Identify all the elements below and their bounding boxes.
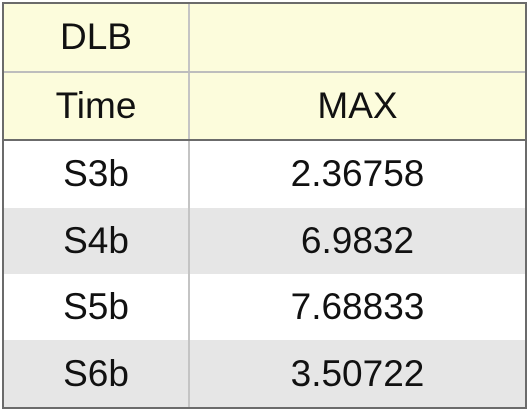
- row-label-cell: S6b: [4, 340, 190, 407]
- results-table: DLB Time MAX S3b 2.36758 S4b 6.9832 S5b …: [4, 4, 525, 407]
- table-row: S3b 2.36758: [4, 140, 525, 208]
- header-row-time: Time MAX: [4, 71, 525, 141]
- row-value-cell: 2.36758: [189, 140, 525, 208]
- row-label-cell: S5b: [4, 273, 190, 341]
- header-cell-empty: [189, 4, 525, 73]
- row-label-cell: S3b: [4, 140, 190, 208]
- header-cell-time: Time: [4, 71, 190, 141]
- header-cell-max: MAX: [189, 71, 525, 141]
- table-row: S6b 3.50722: [4, 340, 525, 407]
- header-cell-dlb: DLB: [4, 4, 190, 73]
- row-value-cell: 3.50722: [189, 340, 525, 407]
- row-value-cell: 6.9832: [189, 207, 525, 274]
- table-row: S5b 7.68833: [4, 273, 525, 341]
- row-value-cell: 7.68833: [189, 273, 525, 341]
- row-label-cell: S4b: [4, 207, 190, 274]
- header-row-dlb: DLB: [4, 4, 525, 73]
- table-row: S4b 6.9832: [4, 207, 525, 274]
